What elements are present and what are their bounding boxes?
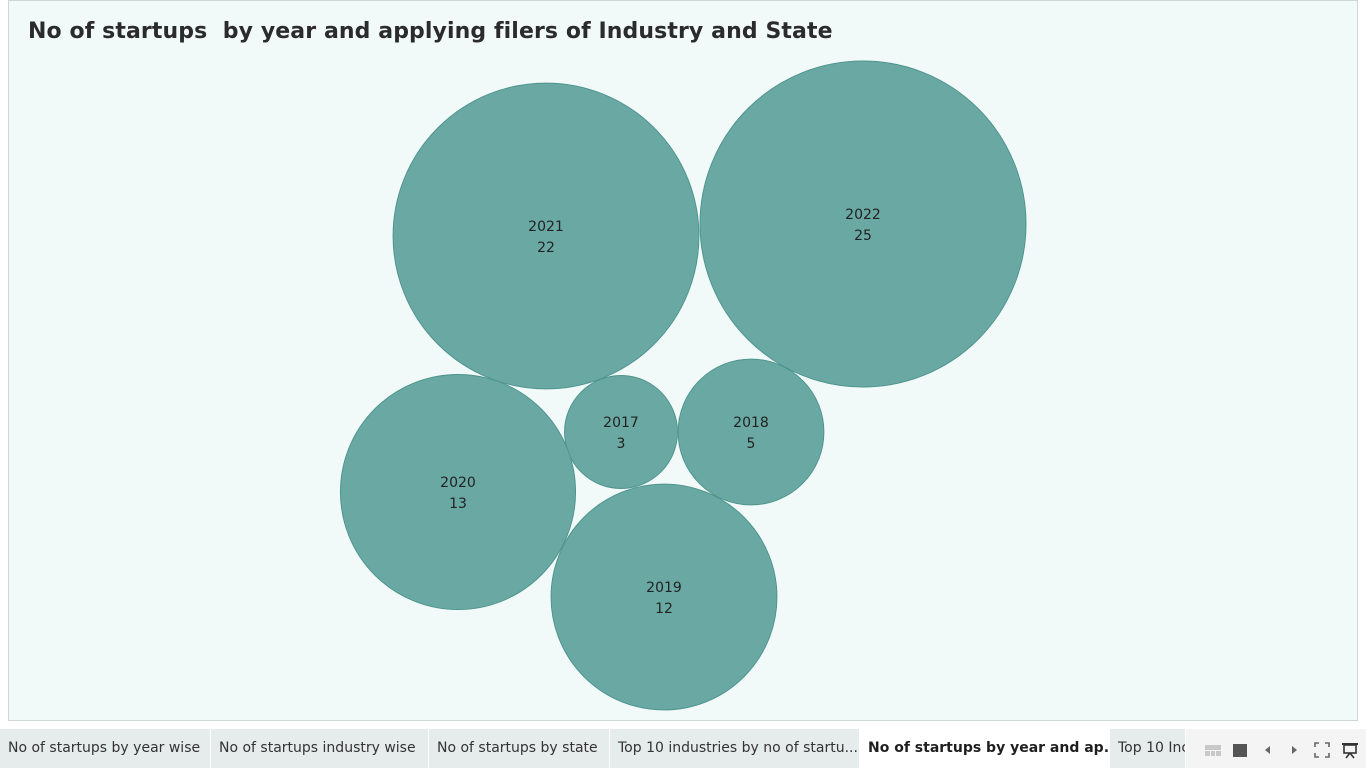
sheet-tab[interactable]: No of startups by year wise — [0, 729, 211, 768]
bubble-value-label: 13 — [449, 496, 467, 512]
next-sheet-icon[interactable] — [1285, 741, 1303, 759]
sheet-tab[interactable]: Top 10 industries by no of startu... — [610, 729, 860, 768]
bubble-circle[interactable] — [677, 358, 825, 506]
bubble-year-label: 2019 — [646, 580, 682, 596]
bubble-year-label: 2018 — [733, 415, 769, 431]
bubble-value-label: 5 — [747, 436, 756, 452]
bubble-year-label: 2021 — [528, 219, 564, 235]
bubble-circle[interactable] — [550, 483, 778, 711]
sheet-tab[interactable]: Top 10 Inc — [1110, 729, 1186, 768]
bubble-2020[interactable]: 2020 13 — [339, 373, 577, 611]
prev-sheet-icon[interactable] — [1259, 741, 1277, 759]
bubble-2022[interactable]: 2022 25 — [699, 60, 1027, 388]
bubble-2018[interactable]: 2018 5 — [677, 358, 825, 506]
bubble-2019[interactable]: 2019 12 — [550, 483, 778, 711]
bubble-value-label: 25 — [854, 228, 872, 244]
sheet-tab-bar: No of startups by year wise No of startup… — [0, 729, 1366, 768]
sheet-tab[interactable]: No of startups by year and ap... — [860, 729, 1110, 768]
sheet-tab[interactable]: No of startups by state — [429, 729, 610, 768]
sheet-tabs: No of startups by year wise No of startup… — [0, 729, 1186, 768]
bubble-value-label: 12 — [655, 601, 673, 617]
bubble-circle[interactable] — [339, 373, 577, 611]
bubble-year-label: 2017 — [603, 415, 639, 431]
bubble-chart: 2017 3 2018 5 2019 12 2020 13 2021 22 2022 25 — [339, 60, 1027, 711]
bubble-year-label: 2020 — [440, 475, 476, 491]
bubble-circle[interactable] — [699, 60, 1027, 388]
bubble-circle[interactable] — [564, 375, 678, 489]
bubble-2021[interactable]: 2021 22 — [392, 82, 700, 390]
sheet-controls — [1196, 729, 1366, 768]
fullscreen-icon[interactable] — [1313, 741, 1331, 759]
chart-title: No of startups by year and applying file… — [28, 19, 833, 44]
bubble-value-label: 22 — [537, 240, 555, 256]
bubble-year-label: 2022 — [845, 207, 881, 223]
sheet-tab[interactable]: No of startups industry wise — [211, 729, 429, 768]
bubble-value-label: 3 — [617, 436, 626, 452]
grid-view-icon[interactable] — [1204, 741, 1222, 759]
bubble-2017[interactable]: 2017 3 — [564, 375, 678, 489]
present-icon[interactable] — [1341, 741, 1359, 759]
single-view-icon[interactable] — [1231, 741, 1249, 759]
bubble-circle[interactable] — [392, 82, 700, 390]
